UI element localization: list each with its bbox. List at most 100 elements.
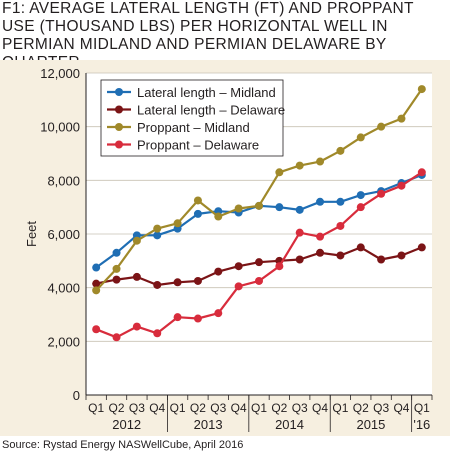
legend-swatch-marker bbox=[115, 140, 123, 149]
legend-label: Proppant – Midland bbox=[137, 120, 250, 135]
data-point bbox=[214, 212, 223, 221]
data-point bbox=[234, 282, 243, 291]
data-point bbox=[193, 276, 202, 285]
y-tick-label: 10,000 bbox=[40, 120, 80, 135]
x-tick-label: Q1 bbox=[251, 401, 267, 415]
data-point bbox=[397, 114, 406, 123]
year-label: 2012 bbox=[112, 417, 141, 432]
data-point bbox=[417, 168, 426, 177]
data-point bbox=[92, 286, 101, 295]
y-tick-label: 8,000 bbox=[47, 173, 80, 188]
data-point bbox=[214, 309, 223, 318]
x-tick-label: Q2 bbox=[190, 401, 206, 415]
data-point bbox=[112, 333, 121, 342]
data-point bbox=[356, 191, 365, 200]
data-point bbox=[132, 272, 141, 281]
x-tick-label: Q3 bbox=[292, 401, 308, 415]
x-tick-label: Q3 bbox=[129, 401, 145, 415]
data-point bbox=[234, 204, 243, 213]
data-point bbox=[417, 85, 426, 94]
data-point bbox=[417, 243, 426, 252]
data-point bbox=[112, 248, 121, 257]
legend-swatch-marker bbox=[115, 123, 123, 131]
data-point bbox=[173, 313, 182, 322]
y-tick-label: 6,000 bbox=[47, 227, 80, 242]
data-point bbox=[255, 258, 263, 267]
year-label: 2015 bbox=[356, 417, 385, 432]
data-point bbox=[316, 232, 325, 241]
legend-label: Lateral length – Midland bbox=[137, 85, 276, 100]
data-point bbox=[295, 255, 304, 264]
x-tick-label: Q1 bbox=[170, 401, 186, 415]
series-layer bbox=[92, 85, 426, 342]
data-point bbox=[336, 221, 345, 230]
legend-swatch-marker bbox=[115, 105, 123, 114]
data-point bbox=[193, 209, 202, 218]
year-label: 2014 bbox=[275, 417, 304, 432]
data-point bbox=[255, 276, 263, 285]
legend-swatch-marker bbox=[115, 88, 123, 96]
data-point bbox=[234, 262, 243, 271]
x-tick-label: Q2 bbox=[353, 401, 369, 415]
data-point bbox=[193, 314, 202, 323]
data-point bbox=[316, 248, 325, 257]
source-note: Source: Rystad Energy NASWellCube, April… bbox=[2, 439, 244, 451]
data-point bbox=[275, 203, 284, 212]
data-point bbox=[275, 168, 284, 177]
data-point bbox=[336, 146, 345, 155]
data-point bbox=[153, 280, 162, 289]
x-tick-label: Q2 bbox=[109, 401, 125, 415]
data-point bbox=[336, 251, 345, 260]
x-tick-label: Q4 bbox=[231, 401, 247, 415]
data-point bbox=[193, 196, 202, 205]
axes-layer: 0 2,000 4,000 6,000 8,000 10,000 12,000 Q1 Q2 Q3 Q… bbox=[24, 66, 433, 432]
legend-label: Proppant – Delaware bbox=[137, 138, 259, 153]
x-tick-label: Q1 bbox=[88, 401, 104, 415]
x-tick-label: Q4 bbox=[312, 401, 328, 415]
data-point bbox=[397, 251, 406, 260]
data-point bbox=[377, 189, 386, 198]
x-tick-label: Q1 bbox=[332, 401, 348, 415]
data-point bbox=[214, 267, 223, 276]
x-tick-label: Q3 bbox=[210, 401, 226, 415]
x-tick-label: Q1 bbox=[414, 401, 430, 415]
data-point bbox=[356, 203, 365, 212]
data-point bbox=[295, 161, 304, 170]
data-point bbox=[316, 197, 325, 206]
data-point bbox=[377, 122, 386, 131]
x-tick-label: Q2 bbox=[271, 401, 287, 415]
data-point bbox=[356, 133, 365, 142]
data-point bbox=[92, 263, 101, 272]
data-point bbox=[316, 157, 325, 166]
data-point bbox=[112, 264, 121, 273]
data-point bbox=[153, 231, 162, 240]
data-point bbox=[377, 255, 386, 264]
x-tick-label: Q3 bbox=[373, 401, 389, 415]
data-point bbox=[92, 325, 101, 334]
y-tick-label: 0 bbox=[73, 388, 80, 403]
y-tick-label: 12,000 bbox=[40, 66, 80, 81]
data-point bbox=[132, 236, 141, 245]
data-point bbox=[132, 322, 141, 331]
x-tick-label: Q4 bbox=[393, 401, 409, 415]
legend-item: Proppant – Delaware bbox=[107, 138, 259, 153]
y-axis-label: Feet bbox=[24, 221, 39, 247]
legend-label: Lateral length – Delaware bbox=[137, 103, 285, 118]
data-point bbox=[356, 243, 365, 252]
legend-item: Lateral length – Delaware bbox=[107, 103, 285, 118]
series-2 bbox=[92, 85, 426, 295]
data-point bbox=[173, 219, 182, 228]
x-tick-label: Q4 bbox=[149, 401, 165, 415]
year-label: 2013 bbox=[194, 417, 223, 432]
data-point bbox=[275, 262, 284, 271]
data-point bbox=[397, 181, 406, 190]
data-point bbox=[92, 279, 101, 288]
legend-item: Proppant – Midland bbox=[107, 120, 250, 135]
data-point bbox=[255, 201, 263, 210]
legend-box bbox=[100, 79, 284, 157]
data-point bbox=[153, 329, 162, 338]
data-point bbox=[173, 278, 182, 287]
legend-item: Lateral length – Midland bbox=[107, 85, 276, 100]
series-3 bbox=[92, 168, 426, 342]
